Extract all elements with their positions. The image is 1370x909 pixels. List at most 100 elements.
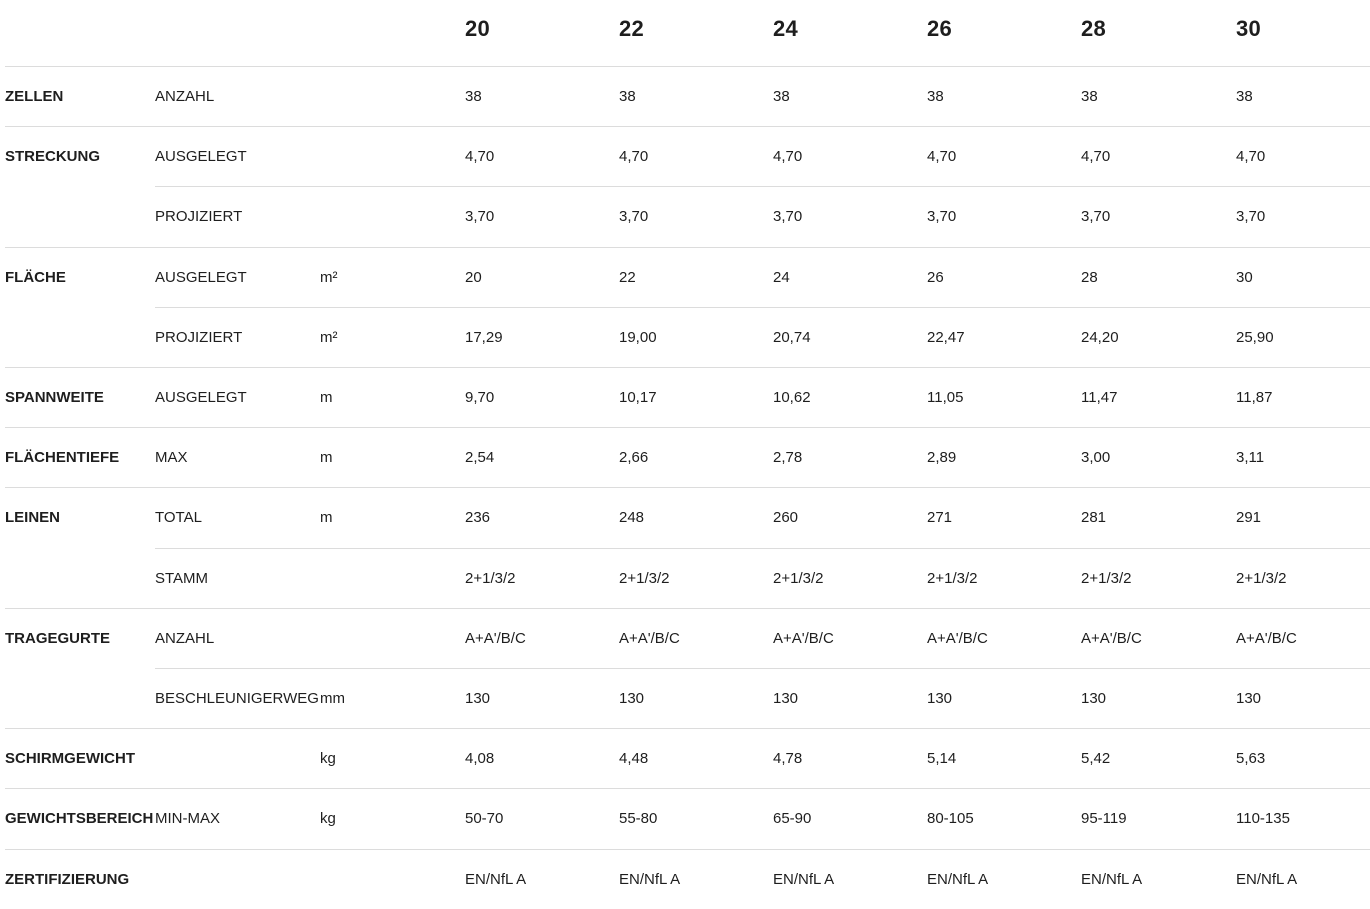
value-cell: 4,70 xyxy=(1081,148,1111,166)
row-group-label: ZELLEN xyxy=(5,88,64,105)
row-unit: m xyxy=(320,509,333,527)
value-cell: 130 xyxy=(1081,690,1107,707)
row-sub-label: ANZAHL xyxy=(155,629,215,647)
value-cell: 5,42 xyxy=(1081,750,1111,768)
value-cell: 236 xyxy=(465,509,491,527)
value-cell: EN/NfL A xyxy=(927,870,989,888)
value-cell: 2+1/3/2 xyxy=(465,569,516,587)
table-row: FLÄCHE AUSGELEGT m² 20 22 24 26 28 30 xyxy=(0,246,1370,307)
value-cell: 281 xyxy=(1081,509,1107,527)
table-row: ZERTIFIZIERUNG EN/NfL A EN/NfL A EN/NfL A EN… xyxy=(0,848,1370,909)
value-cell: A+A'/B/C xyxy=(773,629,834,647)
value-cell: 4,70 xyxy=(465,148,495,166)
row-sub-label: AUSGELEGT xyxy=(155,389,247,406)
value-cell: 65-90 xyxy=(773,810,812,828)
size-header: 30 xyxy=(1236,16,1262,41)
row-unit: kg xyxy=(320,810,336,828)
row-unit: m² xyxy=(320,268,338,286)
size-header: 20 xyxy=(465,16,491,41)
table-row: TRAGEGURTE ANZAHL A+A'/B/C A+A'/B/C A+A'/B/C… xyxy=(0,607,1370,668)
row-group-label: GEWICHTSBEREICH xyxy=(5,810,154,828)
value-cell: 22,47 xyxy=(927,328,965,346)
value-cell: 20,74 xyxy=(773,328,811,346)
value-cell: 19,00 xyxy=(619,328,657,346)
value-cell: 3,70 xyxy=(1236,208,1266,226)
value-cell: 38 xyxy=(619,88,636,105)
value-cell: 55-80 xyxy=(619,810,658,828)
row-divider xyxy=(155,547,1370,549)
value-cell: 24,20 xyxy=(1081,328,1119,346)
value-cell: 30 xyxy=(1236,268,1253,286)
row-divider xyxy=(5,246,1370,248)
value-cell: A+A'/B/C xyxy=(1081,629,1142,647)
row-sub-label: PROJIZIERT xyxy=(155,208,243,226)
value-cell: 130 xyxy=(1236,690,1262,707)
value-cell: 2+1/3/2 xyxy=(773,569,824,587)
row-divider xyxy=(5,427,1370,429)
value-cell: 2,54 xyxy=(465,449,495,467)
size-header: 22 xyxy=(619,16,645,41)
value-cell: 3,70 xyxy=(927,208,957,226)
row-divider xyxy=(155,306,1370,308)
row-sub-label: MIN-MAX xyxy=(155,810,220,828)
value-cell: 11,05 xyxy=(927,389,964,406)
row-divider xyxy=(5,788,1370,790)
row-sub-label: MAX xyxy=(155,449,188,467)
row-group-label: FLÄCHENTIEFE xyxy=(5,449,120,467)
row-divider xyxy=(5,367,1370,368)
table-row: STRECKUNG AUSGELEGT 4,70 4,70 4,70 4,70 4,70 4,… xyxy=(0,126,1370,186)
value-cell: 24 xyxy=(773,268,790,286)
value-cell: A+A'/B/C xyxy=(1236,629,1297,647)
value-cell: 4,70 xyxy=(773,148,803,166)
table-row: LEINEN TOTAL m 236 248 260 271 281 291 xyxy=(0,487,1370,547)
row-divider xyxy=(155,186,1370,188)
row-sub-label: AUSGELEGT xyxy=(155,148,247,166)
table-row: ZELLEN ANZAHL 38 38 38 38 38 38 xyxy=(0,66,1370,126)
value-cell: 10,62 xyxy=(773,389,811,406)
value-cell: 2+1/3/2 xyxy=(619,569,670,587)
row-group-label: TRAGEGURTE xyxy=(5,629,110,647)
value-cell: 3,00 xyxy=(1081,449,1111,467)
size-header: 26 xyxy=(927,16,953,41)
value-cell: 248 xyxy=(619,509,645,527)
value-cell: 271 xyxy=(927,509,953,527)
value-cell: 3,11 xyxy=(1236,449,1265,467)
row-divider xyxy=(5,607,1370,609)
value-cell: 291 xyxy=(1236,509,1262,527)
table-row: PROJIZIERT 3,70 3,70 3,70 3,70 3,70 3,70 xyxy=(0,186,1370,246)
table-row: GEWICHTSBEREICH MIN-MAX kg 50-70 55-80 65-90 8… xyxy=(0,788,1370,848)
row-sub-label: ANZAHL xyxy=(155,88,215,105)
value-cell: 9,70 xyxy=(465,389,495,406)
value-cell: 260 xyxy=(773,509,799,527)
row-unit: m xyxy=(320,389,333,406)
row-unit: m xyxy=(320,449,333,467)
value-cell: 2+1/3/2 xyxy=(1236,569,1287,587)
value-cell: 130 xyxy=(465,690,491,707)
value-cell: 2,89 xyxy=(927,449,957,467)
value-cell: 4,70 xyxy=(927,148,957,166)
value-cell: 50-70 xyxy=(465,810,504,828)
table-row: SPANNWEITE AUSGELEGT m 9,70 10,17 10,62 11,05 1… xyxy=(0,367,1370,427)
value-cell: 2+1/3/2 xyxy=(1081,569,1132,587)
value-cell: 2,66 xyxy=(619,449,649,467)
table-row: BESCHLEUNIGERWEG mm 130 130 130 130 130 130 xyxy=(0,668,1370,728)
value-cell: 3,70 xyxy=(773,208,803,226)
value-cell: EN/NfL A xyxy=(1081,870,1143,888)
value-cell: 130 xyxy=(619,690,645,707)
value-cell: 130 xyxy=(773,690,799,707)
value-cell: A+A'/B/C xyxy=(927,629,988,647)
row-divider xyxy=(5,487,1370,489)
row-divider xyxy=(5,728,1370,730)
value-cell: 4,70 xyxy=(1236,148,1266,166)
value-cell: 38 xyxy=(927,88,944,105)
value-cell: 5,14 xyxy=(927,750,957,768)
value-cell: EN/NfL A xyxy=(465,870,527,888)
row-sub-label: AUSGELEGT xyxy=(155,268,247,286)
value-cell: 38 xyxy=(465,88,482,105)
value-cell: 20 xyxy=(465,268,482,286)
value-cell: 38 xyxy=(1081,88,1098,105)
row-group-label: FLÄCHE xyxy=(5,268,66,286)
value-cell: 11,47 xyxy=(1081,389,1118,406)
table-row: STAMM 2+1/3/2 2+1/3/2 2+1/3/2 2+1/3/2 2+1/3/2… xyxy=(0,547,1370,608)
value-cell: 5,63 xyxy=(1236,750,1266,768)
